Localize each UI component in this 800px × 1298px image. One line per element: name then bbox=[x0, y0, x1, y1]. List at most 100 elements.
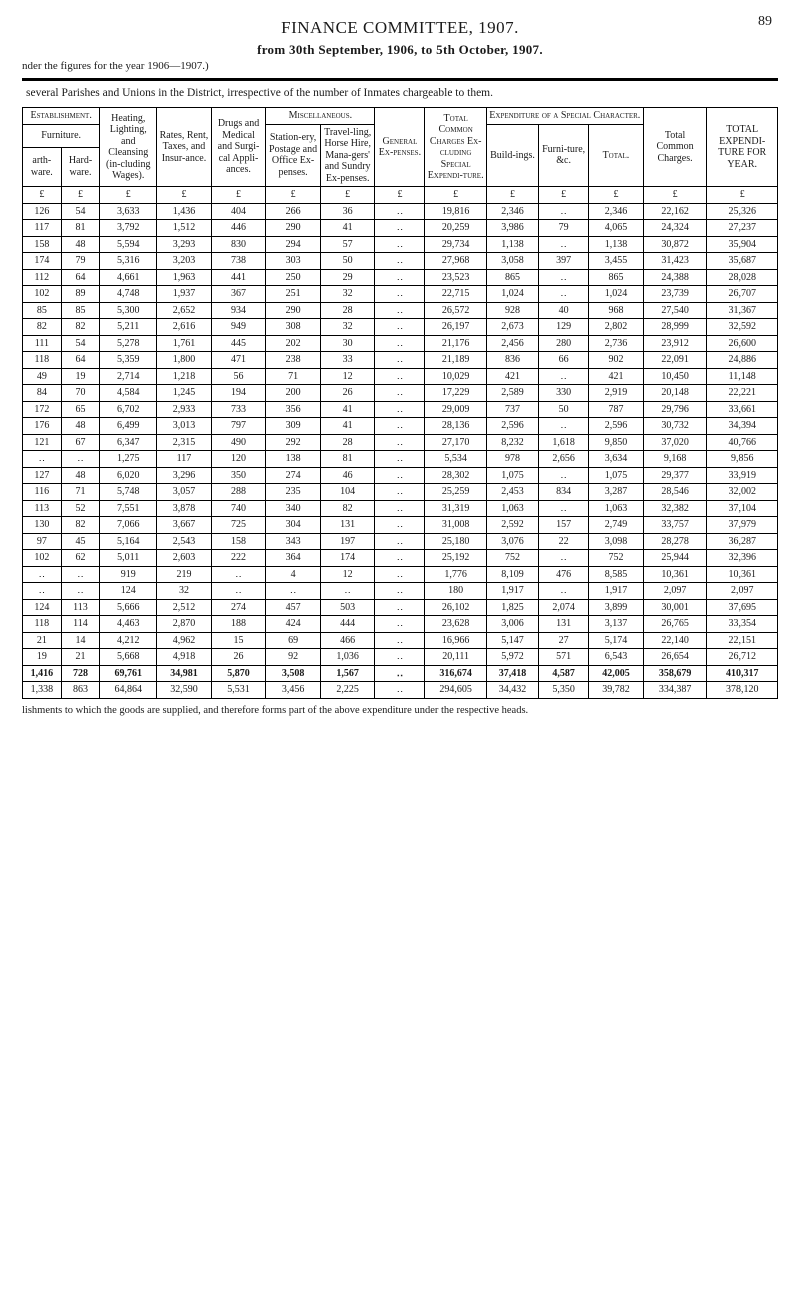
cell: ‥ bbox=[375, 632, 425, 649]
totals-cell: 358,679 bbox=[643, 665, 707, 682]
cell: 24,324 bbox=[643, 220, 707, 237]
cell: 404 bbox=[211, 203, 266, 220]
cell: 2,592 bbox=[486, 517, 538, 534]
cell: 2,933 bbox=[157, 401, 212, 418]
cell: 5,011 bbox=[100, 550, 157, 567]
cell: 343 bbox=[266, 533, 321, 550]
cell: 64 bbox=[61, 352, 100, 369]
cell: 1,800 bbox=[157, 352, 212, 369]
cell: ‥ bbox=[375, 418, 425, 435]
cell: 21,189 bbox=[425, 352, 486, 369]
cell: 2,656 bbox=[539, 451, 589, 468]
cell: ‥ bbox=[375, 500, 425, 517]
cell: 1,075 bbox=[486, 467, 538, 484]
cell: 49 bbox=[23, 368, 62, 385]
currency-cell: £ bbox=[589, 187, 644, 204]
cell: 25,180 bbox=[425, 533, 486, 550]
cell: ‥ bbox=[375, 253, 425, 270]
cell: 23,628 bbox=[425, 616, 486, 633]
cell: ‥ bbox=[375, 286, 425, 303]
cell: 50 bbox=[320, 253, 375, 270]
cell: 235 bbox=[266, 484, 321, 501]
cell: 1,917 bbox=[486, 583, 538, 600]
cell: 52 bbox=[61, 500, 100, 517]
cell: 5,164 bbox=[100, 533, 157, 550]
cell: 32,382 bbox=[643, 500, 707, 517]
cell: ‥ bbox=[539, 467, 589, 484]
cell: 7,551 bbox=[100, 500, 157, 517]
totals-cell: 334,387 bbox=[643, 682, 707, 699]
cell: 797 bbox=[211, 418, 266, 435]
cell: 3,986 bbox=[486, 220, 538, 237]
totals-cell: 1,567 bbox=[320, 665, 375, 682]
cell: 15 bbox=[211, 632, 266, 649]
cell: 32 bbox=[320, 286, 375, 303]
totals-cell: 34,432 bbox=[486, 682, 538, 699]
cell: 725 bbox=[211, 517, 266, 534]
cell: 3,455 bbox=[589, 253, 644, 270]
cell: 27,170 bbox=[425, 434, 486, 451]
cell: 1,776 bbox=[425, 566, 486, 583]
cell: 10,361 bbox=[707, 566, 778, 583]
cell: 24,886 bbox=[707, 352, 778, 369]
table-row: 130827,0663,667725304131‥31,0082,5921572… bbox=[23, 517, 778, 534]
hdr-travelling: Travel-ling, Horse Hire, Mana-gers' and … bbox=[320, 124, 375, 187]
cell: 274 bbox=[266, 467, 321, 484]
cell: 82 bbox=[61, 319, 100, 336]
cell: 290 bbox=[266, 302, 321, 319]
page-subtitle-a: from 30th September, 1906, to 5th Octobe… bbox=[22, 42, 778, 58]
cell: 20,148 bbox=[643, 385, 707, 402]
table-row: 1181144,4632,870188424444‥23,6283,006131… bbox=[23, 616, 778, 633]
hdr-establishment: Establishment. bbox=[23, 108, 100, 125]
totals-cell: ‥ bbox=[375, 665, 425, 682]
cell: 919 bbox=[100, 566, 157, 583]
hdr-heating: Heating, Lighting, and Cleansing (in-clu… bbox=[100, 108, 157, 187]
cell: 9,850 bbox=[589, 434, 644, 451]
cell: 2,456 bbox=[486, 335, 538, 352]
cell: ‥ bbox=[375, 352, 425, 369]
hdr-total-common-charges: Total Common Charges. bbox=[643, 108, 707, 187]
hdr-buildings: Build-ings. bbox=[486, 124, 538, 187]
cell: ‥ bbox=[375, 517, 425, 534]
cell: 740 bbox=[211, 500, 266, 517]
cell: 194 bbox=[211, 385, 266, 402]
cell: 41 bbox=[320, 220, 375, 237]
cell: 836 bbox=[486, 352, 538, 369]
cell: 57 bbox=[320, 236, 375, 253]
table-row: 118645,3591,80047123833‥21,1898366690222… bbox=[23, 352, 778, 369]
cell: 28,999 bbox=[643, 319, 707, 336]
cell: 25,944 bbox=[643, 550, 707, 567]
cell: 35,687 bbox=[707, 253, 778, 270]
cell: 3,098 bbox=[589, 533, 644, 550]
totals-cell: 64,864 bbox=[100, 682, 157, 699]
cell: 92 bbox=[266, 649, 321, 666]
cell: 3,287 bbox=[589, 484, 644, 501]
cell: ‥ bbox=[375, 401, 425, 418]
cell: 30,872 bbox=[643, 236, 707, 253]
cell: 3,878 bbox=[157, 500, 212, 517]
cell: ‥ bbox=[539, 269, 589, 286]
cell: 176 bbox=[23, 418, 62, 435]
table-row: 102625,0112,603222364174‥25,192752‥75225… bbox=[23, 550, 778, 567]
hdr-furni: Furni-ture, &c. bbox=[539, 124, 589, 187]
cell: 25,326 bbox=[707, 203, 778, 220]
cell: 104 bbox=[320, 484, 375, 501]
currency-cell: £ bbox=[100, 187, 157, 204]
cell: 26,707 bbox=[707, 286, 778, 303]
cell: 441 bbox=[211, 269, 266, 286]
cell: 8,109 bbox=[486, 566, 538, 583]
currency-cell: £ bbox=[643, 187, 707, 204]
cell: 3,792 bbox=[100, 220, 157, 237]
cell: 120 bbox=[211, 451, 266, 468]
cell: 26,600 bbox=[707, 335, 778, 352]
cell: 4,212 bbox=[100, 632, 157, 649]
cell: 949 bbox=[211, 319, 266, 336]
cell: 117 bbox=[157, 451, 212, 468]
cell: 2,543 bbox=[157, 533, 212, 550]
cell: 70 bbox=[61, 385, 100, 402]
cell: 288 bbox=[211, 484, 266, 501]
cell: 48 bbox=[61, 467, 100, 484]
cell: 79 bbox=[61, 253, 100, 270]
cell: 71 bbox=[61, 484, 100, 501]
totals-cell: 37,418 bbox=[486, 665, 538, 682]
